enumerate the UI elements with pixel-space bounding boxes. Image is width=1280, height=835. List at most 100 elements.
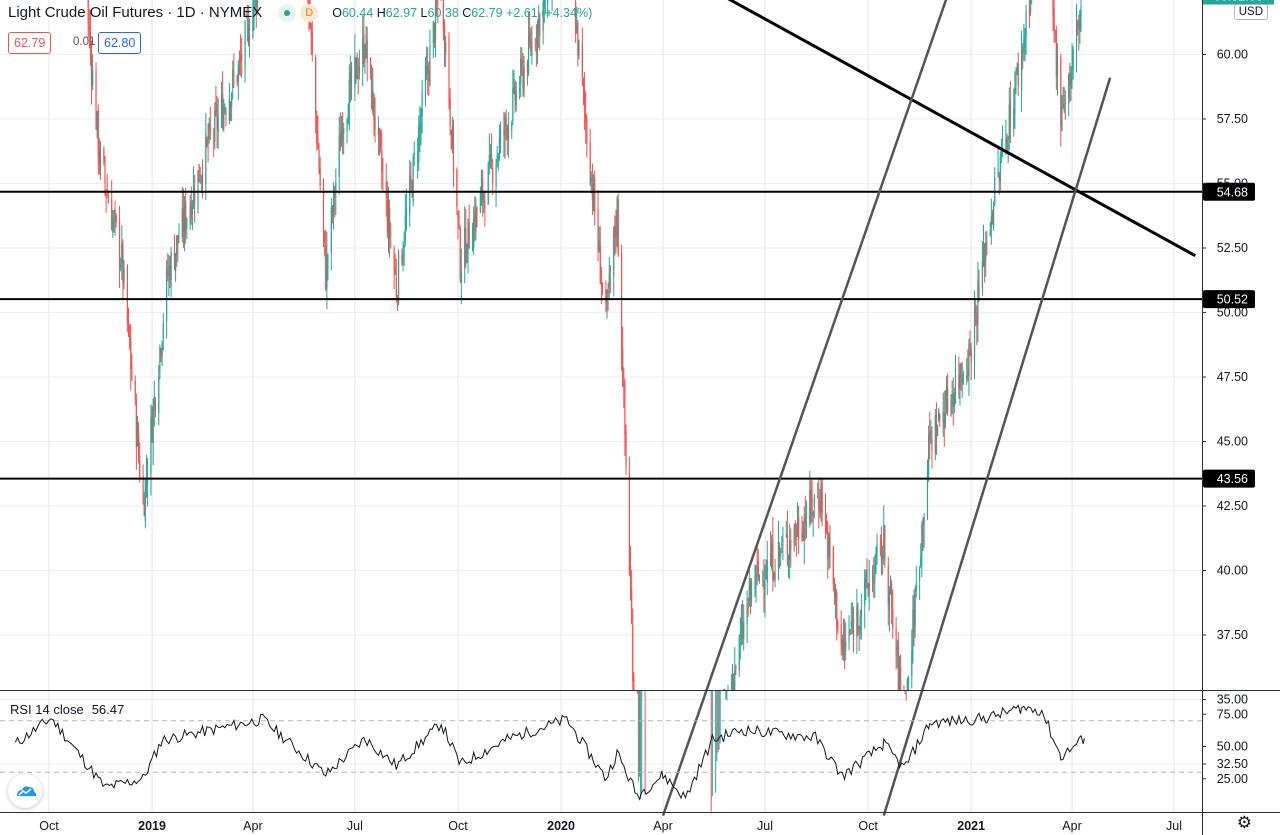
candle-body [631, 589, 633, 623]
candle-body [938, 409, 940, 421]
candle-body [123, 267, 125, 282]
candle-body [856, 606, 858, 638]
ask-price[interactable]: 62.80 [98, 32, 142, 54]
candle-body [628, 472, 631, 572]
candle-body [852, 618, 855, 640]
candle-body [763, 580, 765, 590]
candle-body [144, 479, 146, 522]
candle-body [186, 219, 188, 229]
candle-body [402, 253, 404, 260]
candle-body [374, 116, 376, 130]
chart-legend: Light Crude Oil Futures · 1D · NYMEX D O60… [8, 4, 592, 23]
candle-body [523, 67, 525, 91]
symbol-title[interactable]: Light Crude Oil Futures · 1D · NYMEX [8, 4, 263, 21]
candle-body [143, 502, 145, 517]
candle-body [811, 497, 813, 516]
trendline-channel-lower [882, 77, 1112, 816]
candle-body [372, 89, 374, 112]
candle-body [366, 40, 368, 63]
candle-body [895, 628, 897, 655]
candle-body [429, 46, 431, 86]
trendlines [661, 0, 1197, 817]
candle-body [244, 22, 246, 68]
candle-body [833, 586, 836, 594]
rsi-tick-label: 75.00 [1217, 707, 1248, 721]
candle-body [487, 163, 489, 205]
candle-body [459, 228, 461, 280]
candle-body [340, 130, 343, 146]
candle-body [191, 205, 193, 214]
currency-button[interactable]: USD [1233, 4, 1268, 20]
candle-body [224, 109, 226, 111]
gear-icon[interactable]: ⚙ [1236, 813, 1252, 832]
candle-body [1023, 39, 1025, 48]
candle-body [755, 566, 757, 581]
candle-body [98, 151, 100, 166]
candle-body [479, 192, 481, 213]
ohlc-values: O60.44 H62.97 L60.38 C62.79 +2.61 (+4.34… [332, 6, 592, 20]
market-status-icon [278, 4, 297, 23]
candle-body [952, 393, 954, 407]
candle-body [1022, 47, 1024, 53]
candle-body [252, 7, 254, 37]
level-tag-label: 50.52 [1217, 293, 1248, 307]
candle-body [127, 319, 130, 325]
cloud-icon [17, 786, 37, 796]
candle-body [581, 42, 583, 77]
trendline-resistance [727, 0, 1197, 258]
candle-body [617, 198, 619, 256]
candle-body [206, 139, 208, 141]
candle-body [436, 0, 438, 5]
candle-body [317, 138, 319, 150]
candle-body [139, 455, 141, 478]
candle-body [118, 219, 121, 266]
candle-body [319, 168, 321, 187]
candle-body [934, 414, 936, 454]
time-tick-label: Oct [39, 819, 59, 833]
candle-body [731, 681, 734, 690]
candle-body [764, 583, 766, 596]
ohlc-open-label: O [332, 6, 342, 20]
candle-body [829, 535, 831, 553]
candle-body [253, 0, 255, 12]
candle-body [153, 396, 155, 411]
candle-body [176, 235, 178, 256]
candle-body [1007, 143, 1009, 149]
candle-body [451, 125, 453, 149]
candle-body [225, 113, 227, 116]
time-tick-label: Oct [858, 819, 878, 833]
candle-body [411, 183, 413, 197]
candle-body [632, 624, 634, 682]
level-tag-label: 54.68 [1217, 185, 1248, 199]
candle-body [238, 58, 241, 60]
level-tag [1203, 290, 1255, 309]
candle-body [947, 388, 949, 413]
candle-body [208, 122, 210, 140]
bid-price[interactable]: 62.79 [8, 32, 52, 54]
candle-body [526, 62, 529, 72]
candle-body [543, 0, 545, 8]
candle-body [915, 583, 917, 592]
candle-body [601, 282, 604, 287]
candle-body [531, 40, 533, 57]
ohlc-low: 60.38 [427, 6, 459, 20]
candle-body [879, 537, 882, 539]
candle-body [738, 637, 740, 670]
candle-body [966, 375, 968, 379]
tradingview-logo[interactable] [8, 774, 42, 808]
price-tick-label: 55.00 [1217, 177, 1248, 191]
candle-body [348, 79, 350, 126]
candle-body [424, 75, 427, 98]
candle-body [173, 252, 176, 269]
candle-body [194, 192, 196, 203]
candle-body [503, 130, 505, 135]
candle-body [457, 212, 459, 219]
candle-body [795, 535, 797, 539]
rsi-legend: RSI 14 close 56.47 [10, 702, 124, 717]
candle-body [786, 533, 789, 554]
candle-body [331, 210, 334, 214]
candle-body [942, 411, 944, 422]
rsi-label[interactable]: RSI 14 close [10, 702, 84, 717]
